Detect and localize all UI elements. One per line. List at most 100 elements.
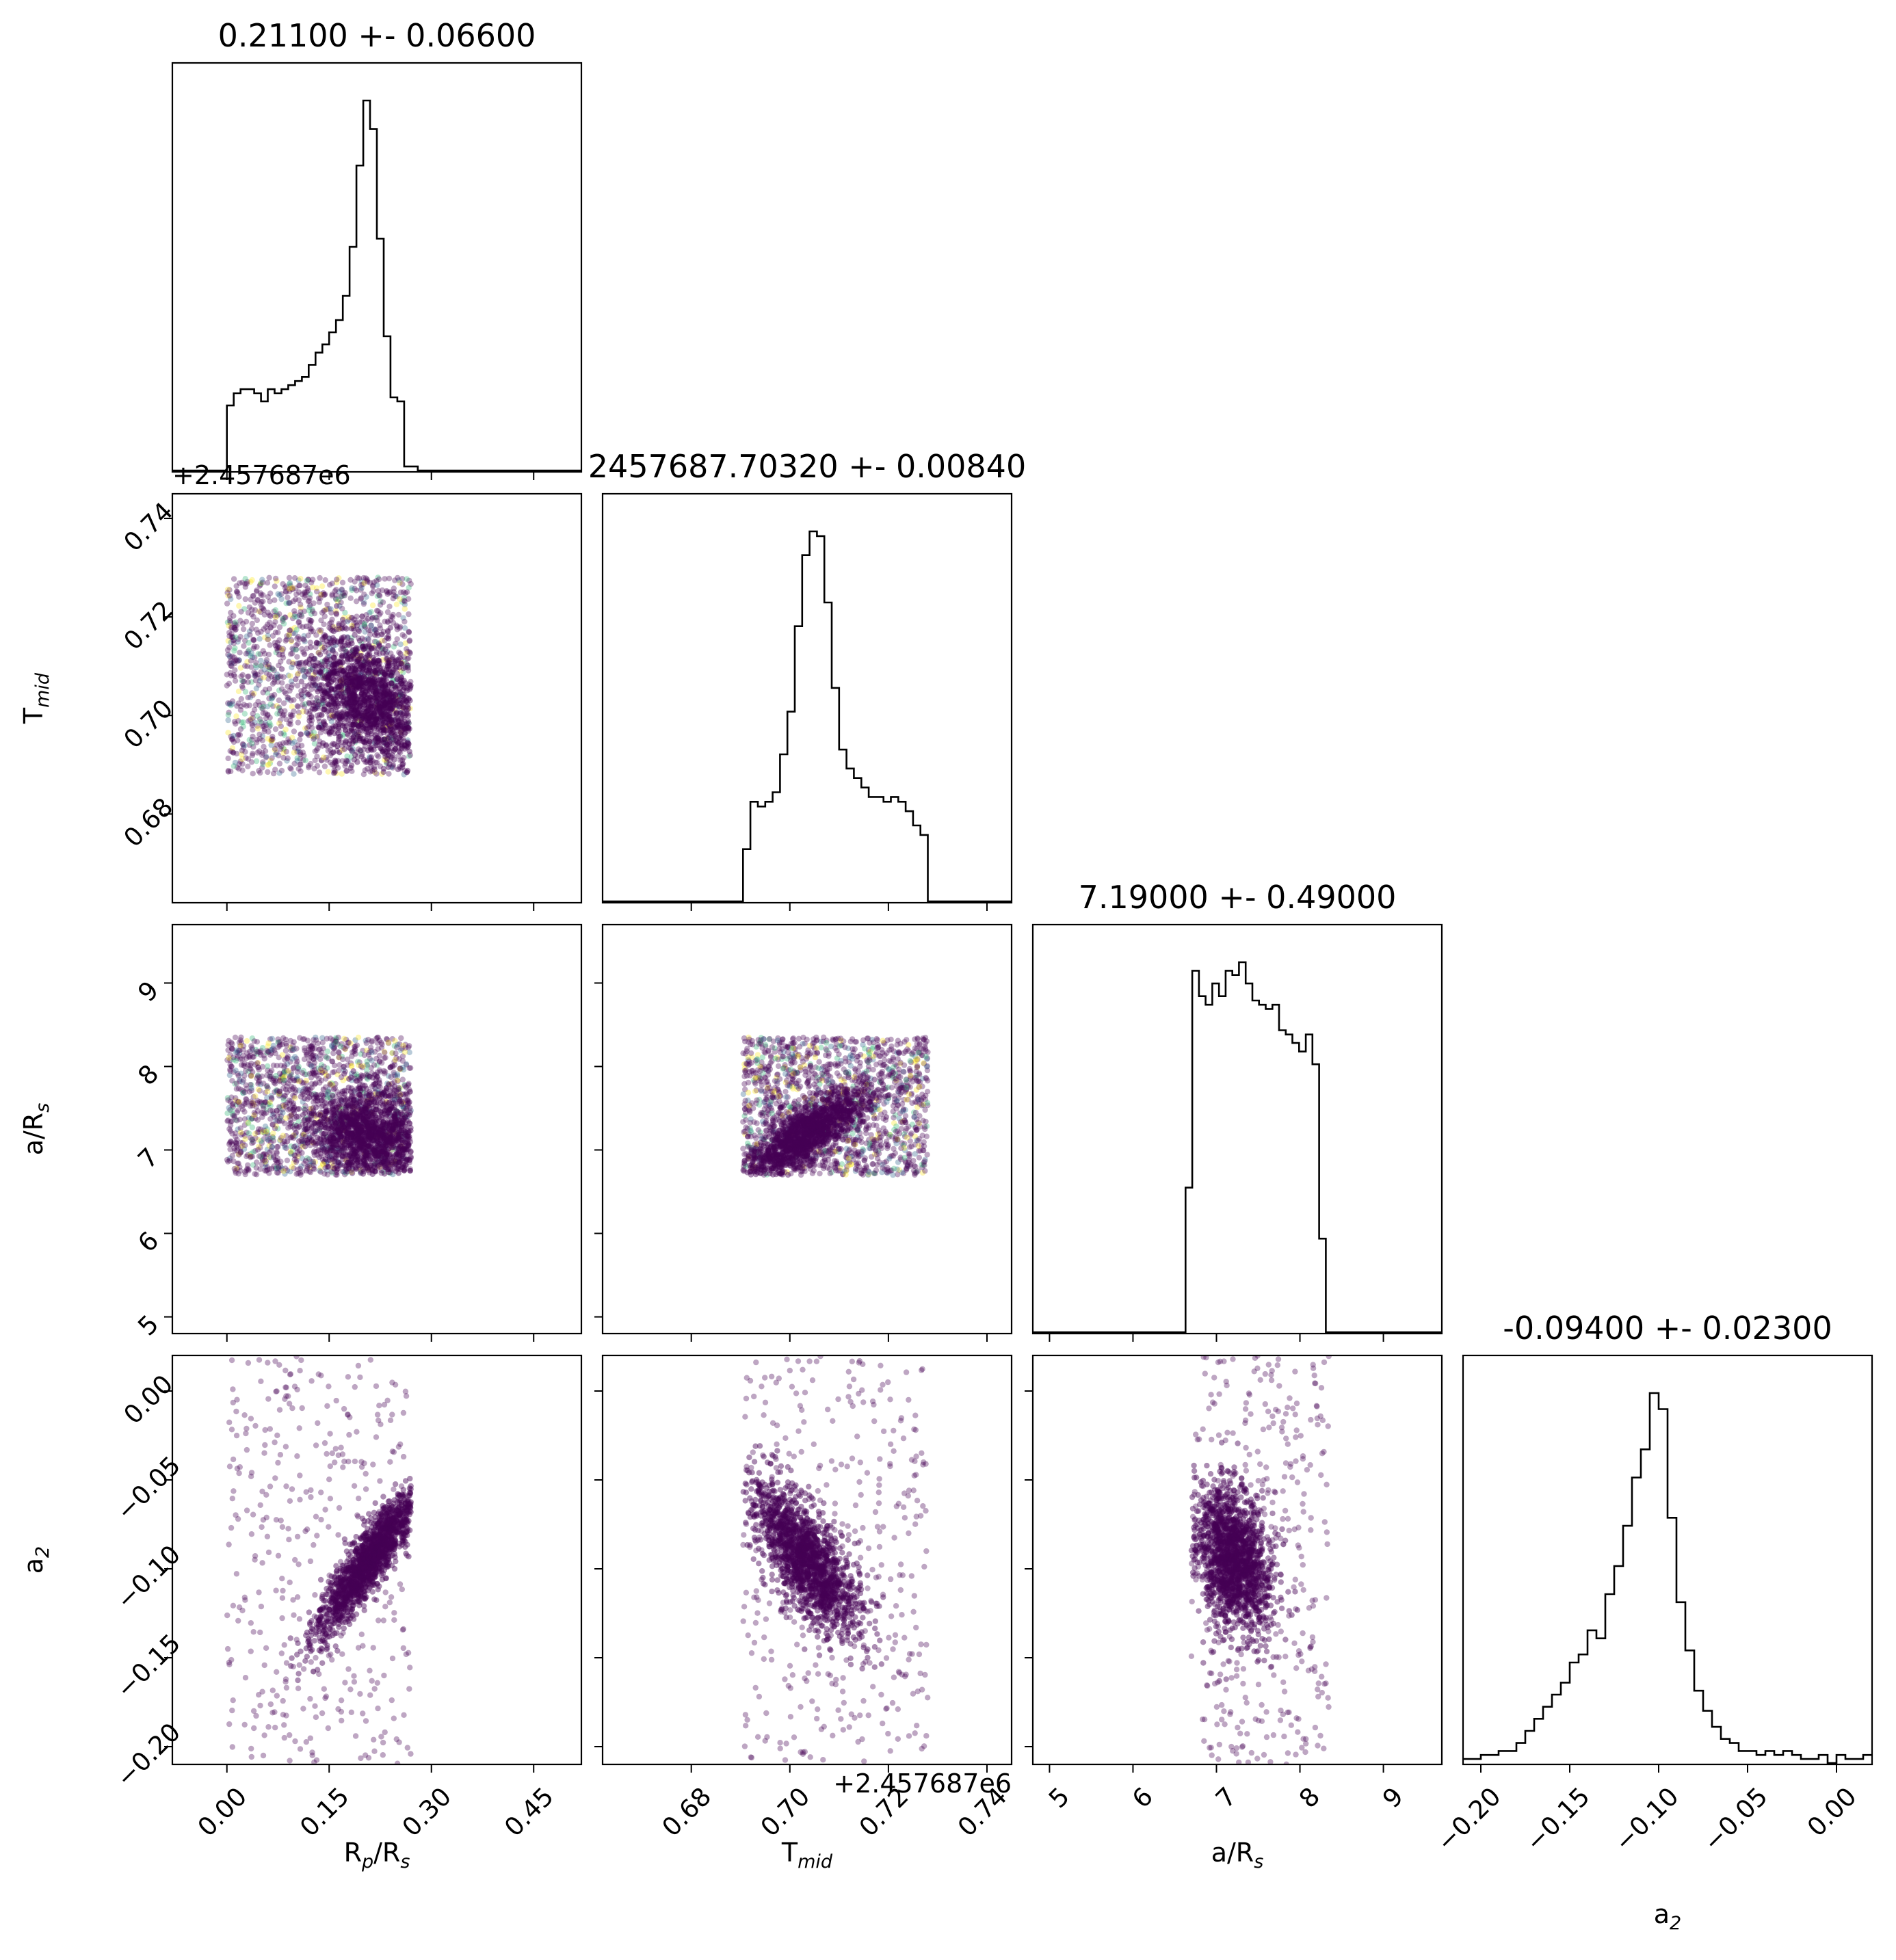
- scatter-point: [377, 745, 384, 752]
- scatter-point: [259, 723, 266, 730]
- scatter-point: [276, 674, 282, 680]
- scatter-point: [319, 667, 326, 673]
- scatter-point: [321, 725, 328, 731]
- scatter-point: [235, 732, 241, 739]
- scatter-point: [357, 655, 363, 661]
- scatter-point: [290, 1042, 296, 1049]
- scatter-point: [274, 674, 281, 680]
- scatter-point: [240, 626, 247, 633]
- scatter-point: [384, 587, 390, 594]
- scatter-point: [265, 594, 272, 600]
- scatter-point: [381, 737, 388, 743]
- scatter-point: [400, 665, 407, 672]
- scatter-point: [229, 1078, 235, 1084]
- scatter-point: [338, 646, 344, 652]
- scatter-point: [288, 639, 295, 645]
- scatter-point: [392, 746, 398, 752]
- scatter-point: [367, 661, 373, 667]
- scatter-point: [315, 705, 321, 711]
- scatter-point: [369, 1049, 375, 1056]
- scatter-point: [226, 622, 232, 629]
- scatter-point: [360, 646, 367, 652]
- scatter-point: [302, 757, 308, 764]
- scatter-point: [366, 722, 373, 728]
- scatter-point: [342, 590, 348, 596]
- scatter-point: [327, 1035, 334, 1042]
- scatter-point: [355, 732, 362, 739]
- scatter-point: [328, 742, 334, 749]
- scatter-point: [347, 721, 353, 727]
- scatter-point: [309, 659, 316, 665]
- scatter-point: [391, 589, 397, 595]
- scatter-point: [316, 599, 322, 605]
- scatter-point: [239, 672, 246, 678]
- scatter-point: [319, 659, 326, 665]
- scatter-point: [313, 668, 319, 674]
- scatter-point: [272, 726, 279, 732]
- scatter-point: [300, 667, 306, 673]
- scatter-point: [384, 692, 391, 698]
- scatter-point: [330, 648, 337, 654]
- scatter-point: [365, 688, 371, 694]
- scatter-point: [398, 680, 405, 687]
- scatter-point: [384, 589, 390, 595]
- scatter-point: [387, 669, 393, 675]
- scatter-point: [238, 703, 244, 710]
- scatter-point: [348, 626, 354, 632]
- scatter-point: [290, 646, 296, 652]
- scatter-point: [319, 583, 326, 590]
- scatter-point: [356, 722, 362, 728]
- scatter-point: [279, 646, 285, 652]
- scatter-point: [242, 596, 248, 602]
- scatter-point: [366, 739, 372, 745]
- scatter-point: [380, 646, 386, 652]
- scatter-point: [316, 769, 323, 776]
- scatter-point: [254, 597, 261, 603]
- scatter-point: [337, 733, 343, 740]
- scatter-point: [384, 760, 390, 767]
- scatter-point: [233, 750, 240, 757]
- scatter-point: [401, 633, 408, 639]
- scatter-point: [373, 672, 380, 679]
- scatter-point: [345, 665, 352, 671]
- scatter-point: [269, 633, 276, 639]
- scatter-point: [358, 747, 364, 754]
- scatter-point: [297, 1035, 303, 1041]
- scatter-point: [357, 748, 364, 754]
- scatter-point: [377, 592, 383, 599]
- scatter-point: [388, 725, 394, 731]
- scatter-point: [404, 720, 410, 726]
- scatter-point: [247, 632, 253, 638]
- scatter-point: [383, 704, 389, 711]
- scatter-point: [235, 1072, 241, 1079]
- scatter-point: [226, 618, 233, 624]
- scatter-point: [369, 583, 376, 590]
- scatter-point: [399, 660, 405, 666]
- scatter-point: [376, 640, 382, 646]
- scatter-point: [322, 1165, 328, 1171]
- scatter-point: [327, 1081, 333, 1087]
- scatter-point: [269, 733, 276, 740]
- scatter-point: [338, 672, 345, 678]
- scatter-point: [298, 576, 304, 582]
- scatter-point: [269, 696, 275, 702]
- scatter-point: [350, 691, 356, 697]
- scatter-point: [295, 766, 302, 772]
- scatter-point: [369, 758, 376, 765]
- scatter-point: [381, 739, 387, 746]
- scatter-point: [393, 695, 399, 701]
- scatter-point: [397, 689, 403, 695]
- scatter-point: [402, 730, 408, 736]
- scatter-point: [399, 711, 406, 717]
- scatter-point: [401, 606, 408, 612]
- scatter-point: [395, 683, 401, 689]
- scatter-point: [302, 725, 308, 732]
- scatter-point: [339, 579, 346, 585]
- scatter-point: [246, 737, 252, 743]
- scatter-point: [378, 631, 384, 637]
- scatter-point: [226, 587, 233, 593]
- scatter-point: [269, 738, 275, 744]
- scatter-point: [326, 715, 333, 721]
- scatter-point: [286, 588, 293, 594]
